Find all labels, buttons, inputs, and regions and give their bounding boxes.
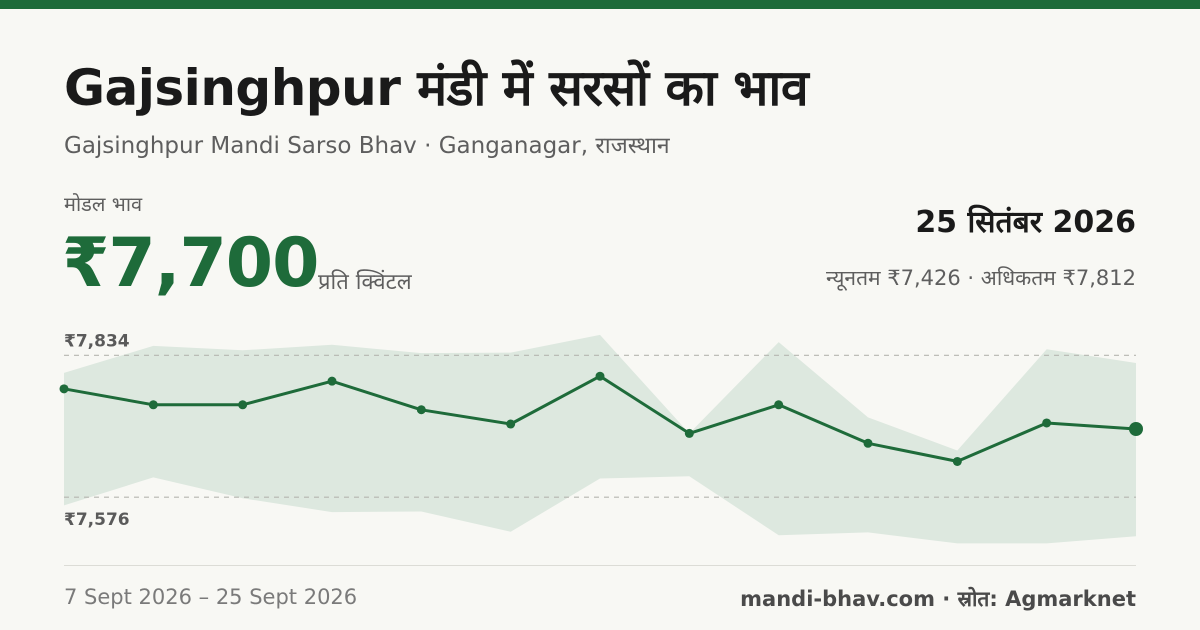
price-point: [595, 371, 605, 381]
price-point: [416, 405, 426, 415]
price-trend-chart: ₹7,834 ₹7,576: [59, 331, 1143, 544]
price-point: [1042, 418, 1052, 428]
date-range: 7 Sept 2026 – 25 Sept 2026: [64, 585, 358, 609]
price-unit: प्रति क्विंटल: [318, 270, 412, 295]
latest-price-point: [1129, 422, 1143, 436]
report-date: 25 सितंबर 2026: [915, 205, 1136, 240]
page-subtitle: Gajsinghpur Mandi Sarso Bhav · Ganganaga…: [64, 133, 670, 159]
price-point: [238, 400, 248, 410]
reference-label-low: ₹7,576: [64, 510, 130, 530]
modal-price-value: ₹7,700: [62, 224, 319, 303]
source-credit: mandi-bhav.com · स्रोत: Agmarknet: [740, 587, 1136, 611]
price-point: [684, 428, 694, 438]
price-point: [863, 438, 873, 448]
modal-price-label: मोडल भाव: [64, 192, 143, 216]
price-range-band: [64, 334, 1136, 544]
reference-label-high: ₹7,834: [64, 331, 130, 351]
price-point: [148, 400, 158, 410]
min-max-price: न्यूनतम ₹7,426 · अधिकतम ₹7,812: [826, 266, 1136, 290]
top-accent-bar: [0, 0, 1200, 9]
footer-divider: [64, 565, 1136, 566]
price-point: [952, 456, 962, 466]
price-point: [327, 376, 337, 386]
price-point: [59, 384, 69, 394]
page-title: Gajsinghpur मंडी में सरसों का भाव: [64, 59, 809, 117]
price-point: [506, 419, 516, 429]
price-point: [774, 400, 784, 410]
